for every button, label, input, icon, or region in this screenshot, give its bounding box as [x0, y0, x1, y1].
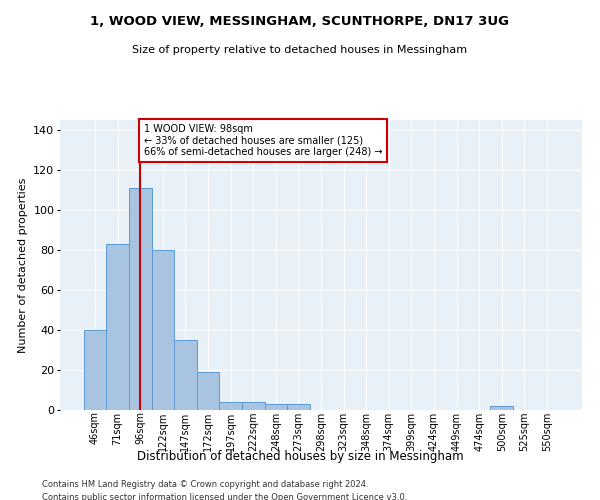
Bar — [242, 402, 265, 410]
Text: 1, WOOD VIEW, MESSINGHAM, SCUNTHORPE, DN17 3UG: 1, WOOD VIEW, MESSINGHAM, SCUNTHORPE, DN… — [91, 15, 509, 28]
Bar — [84, 330, 106, 410]
Text: Distribution of detached houses by size in Messingham: Distribution of detached houses by size … — [137, 450, 463, 463]
Bar — [152, 250, 174, 410]
Bar — [129, 188, 152, 410]
Bar — [197, 372, 220, 410]
Bar — [106, 244, 129, 410]
Y-axis label: Number of detached properties: Number of detached properties — [18, 178, 28, 352]
Bar — [220, 402, 242, 410]
Text: 1 WOOD VIEW: 98sqm
← 33% of detached houses are smaller (125)
66% of semi-detach: 1 WOOD VIEW: 98sqm ← 33% of detached hou… — [143, 124, 382, 157]
Bar — [287, 404, 310, 410]
Bar — [490, 406, 513, 410]
Bar — [265, 404, 287, 410]
Text: Contains public sector information licensed under the Open Government Licence v3: Contains public sector information licen… — [42, 492, 407, 500]
Text: Contains HM Land Registry data © Crown copyright and database right 2024.: Contains HM Land Registry data © Crown c… — [42, 480, 368, 489]
Bar — [174, 340, 197, 410]
Text: Size of property relative to detached houses in Messingham: Size of property relative to detached ho… — [133, 45, 467, 55]
